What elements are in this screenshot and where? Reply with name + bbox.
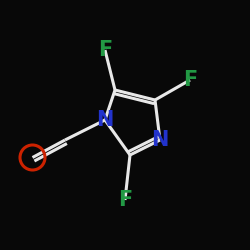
Text: F: F [183, 70, 197, 90]
Text: N: N [96, 110, 114, 130]
Text: N: N [151, 130, 169, 150]
Text: F: F [118, 190, 132, 210]
Text: F: F [98, 40, 112, 60]
